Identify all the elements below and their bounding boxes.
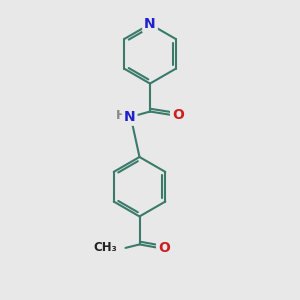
Text: O: O <box>172 108 184 122</box>
Text: H: H <box>116 109 127 122</box>
Text: O: O <box>158 241 170 255</box>
Text: CH₃: CH₃ <box>93 242 117 254</box>
Text: N: N <box>144 17 156 31</box>
Text: N: N <box>124 110 136 124</box>
